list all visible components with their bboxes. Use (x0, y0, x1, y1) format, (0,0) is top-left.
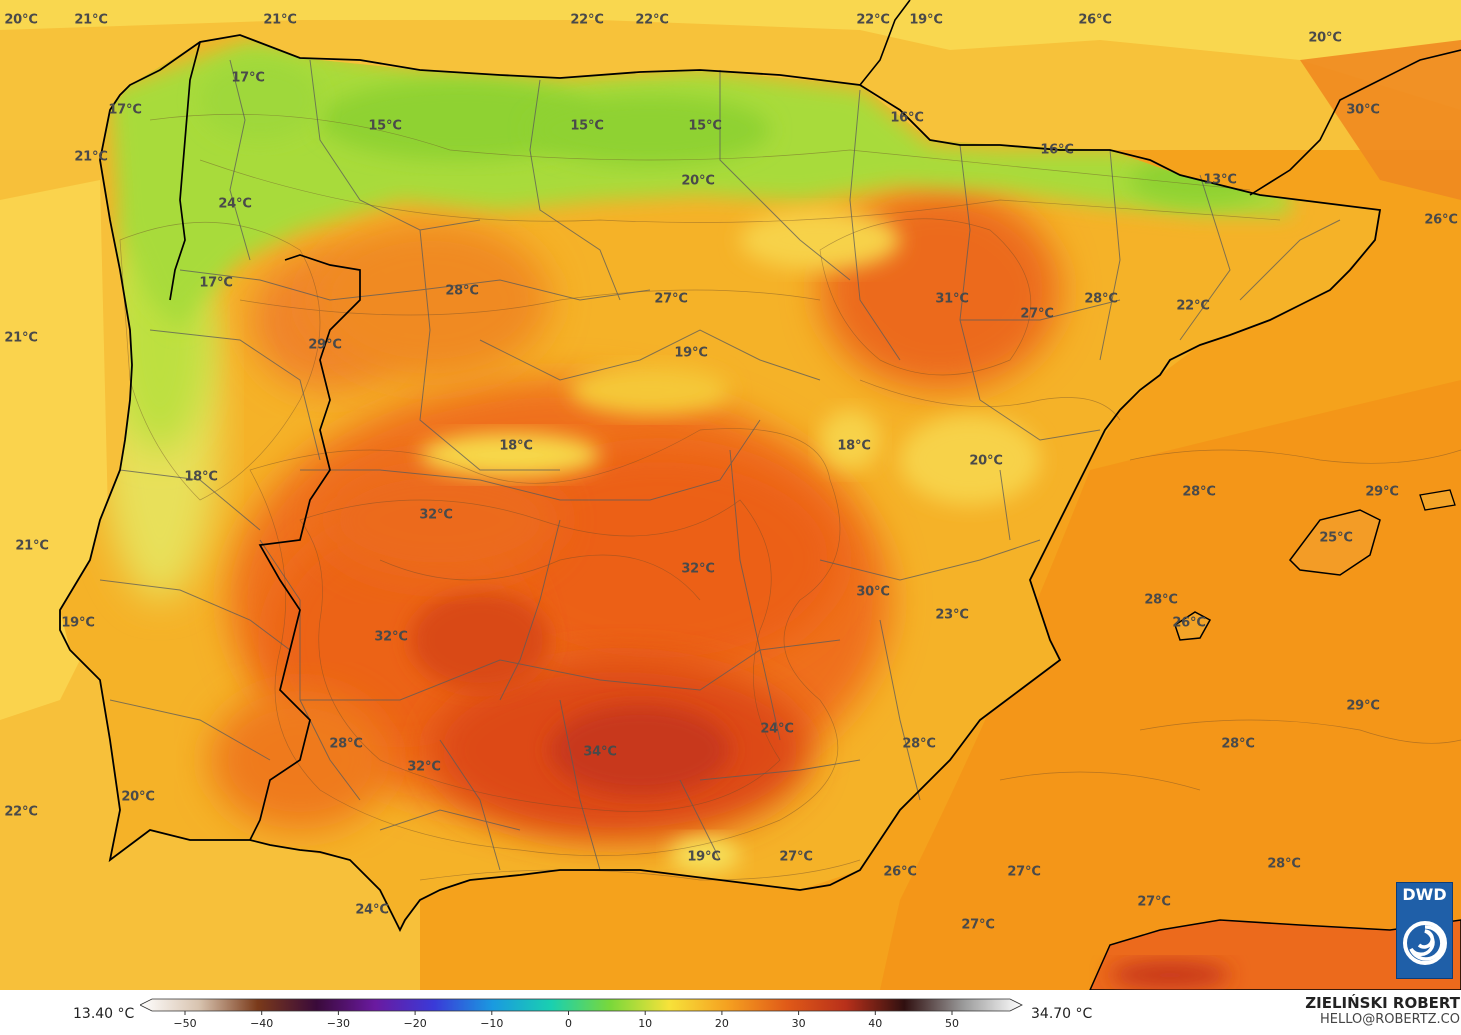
min-temperature-label: 13.40 °C (73, 1006, 135, 1022)
temperature-label: 27°C (1020, 306, 1054, 322)
temperature-label: 28°C (1267, 856, 1301, 872)
temperature-label: 21°C (4, 330, 38, 346)
temperature-label: 15°C (570, 118, 604, 134)
scale-tick-label: 30 (792, 1017, 806, 1030)
temperature-label: 22°C (570, 12, 604, 28)
temperature-label: 19°C (687, 849, 721, 865)
temperature-label: 17°C (231, 70, 265, 86)
temperature-label: 28°C (1084, 291, 1118, 307)
temperature-label: 32°C (374, 629, 408, 645)
temperature-label: 20°C (121, 789, 155, 805)
scale-tick-label: −50 (173, 1017, 196, 1030)
temperature-label: 19°C (674, 345, 708, 361)
temperature-label: 25°C (1319, 530, 1353, 546)
color-scale-bar: −50 −40 −30 −20 −10 0 10 20 30 40 50 (140, 998, 1023, 1030)
temperature-label: 19°C (61, 615, 95, 631)
temperature-label: 16°C (1040, 142, 1074, 158)
temperature-label: 27°C (779, 849, 813, 865)
province-borders (99, 59, 1341, 871)
temperature-label: 20°C (969, 453, 1003, 469)
temperature-label: 27°C (1137, 894, 1171, 910)
temperature-label: 29°C (308, 337, 342, 353)
dwd-logo: DWD (1396, 882, 1453, 979)
scale-tick-label: −10 (480, 1017, 503, 1030)
temperature-label: 28°C (329, 736, 363, 752)
temperature-label: 19°C (909, 12, 943, 28)
temperature-label: 26°C (1424, 212, 1458, 228)
coastline (59, 34, 1382, 933)
swirl-icon (1403, 921, 1447, 965)
temperature-label: 32°C (419, 507, 453, 523)
temperature-label: 26°C (1172, 615, 1206, 631)
temperature-label: 26°C (1078, 12, 1112, 28)
temperature-label: 29°C (1346, 698, 1380, 714)
map-canvas (0, 0, 1461, 990)
temperature-label: 21°C (74, 12, 108, 28)
mallorca-island (1289, 509, 1381, 576)
temperature-label: 18°C (499, 438, 533, 454)
scale-tick-label: 10 (638, 1017, 652, 1030)
temperature-map: 20°C 21°C 21°C 22°C 22°C 22°C 19°C 26°C … (0, 0, 1461, 990)
temperature-label: 22°C (1176, 298, 1210, 314)
author-credit: ZIELIŃSKI ROBERT (1305, 994, 1460, 1012)
scale-tick-label: −40 (250, 1017, 273, 1030)
legend-footer: 13.40 °C −50 −40 −30 −20 −10 0 10 20 30 40 50 34.7… (0, 990, 1461, 1035)
ibiza-island (1174, 611, 1212, 641)
scale-ticks: −50 −40 −30 −20 −10 0 10 20 30 40 50 (173, 1011, 959, 1030)
temperature-label: 17°C (108, 102, 142, 118)
temperature-label: 29°C (1365, 484, 1399, 500)
temperature-label: 20°C (4, 12, 38, 28)
temperature-label: 27°C (1007, 864, 1041, 880)
temperature-label: 34°C (583, 744, 617, 760)
scale-gradient (140, 998, 1023, 1012)
temperature-label: 22°C (4, 804, 38, 820)
temperature-label: 31°C (935, 291, 969, 307)
scale-tick-label: −30 (327, 1017, 350, 1030)
temperature-label: 21°C (15, 538, 49, 554)
temperature-label: 28°C (1221, 736, 1255, 752)
temperature-label: 21°C (74, 149, 108, 165)
temperature-label: 16°C (890, 110, 924, 126)
temperature-label: 22°C (635, 12, 669, 28)
country-borders (169, 41, 361, 841)
scale-tick-label: −20 (403, 1017, 426, 1030)
temperature-label: 32°C (681, 561, 715, 577)
temperature-label: 20°C (1308, 30, 1342, 46)
scale-tick-label: 40 (868, 1017, 882, 1030)
max-temperature-label: 34.70 °C (1031, 1006, 1093, 1022)
temperature-label: 18°C (837, 438, 871, 454)
dwd-logo-text: DWD (1402, 885, 1447, 904)
temperature-label: 24°C (355, 902, 389, 918)
temperature-label: 24°C (218, 196, 252, 212)
temperature-label: 28°C (902, 736, 936, 752)
scale-tick-label: 20 (715, 1017, 729, 1030)
temperature-label: 15°C (688, 118, 722, 134)
temperature-label: 23°C (935, 607, 969, 623)
temperature-label: 21°C (263, 12, 297, 28)
scale-tick-label: 50 (945, 1017, 959, 1030)
temperature-label: 30°C (856, 584, 890, 600)
temperature-label: 28°C (1144, 592, 1178, 608)
temperature-label: 20°C (681, 173, 715, 189)
isotherm-contours (119, 113, 1461, 881)
temperature-label: 27°C (961, 917, 995, 933)
temperature-label: 13°C (1203, 172, 1237, 188)
temperature-label: 17°C (199, 275, 233, 291)
temperature-label: 15°C (368, 118, 402, 134)
temperature-label: 24°C (760, 721, 794, 737)
temperature-label: 26°C (883, 864, 917, 880)
scale-tick-label: 0 (565, 1017, 572, 1030)
temperature-label: 32°C (407, 759, 441, 775)
menorca-island (1419, 489, 1456, 511)
author-email: HELLO@ROBERTZ.CO (1319, 1012, 1460, 1027)
temperature-label: 28°C (445, 283, 479, 299)
temperature-label: 22°C (856, 12, 890, 28)
temperature-label: 28°C (1182, 484, 1216, 500)
temperature-label: 27°C (654, 291, 688, 307)
temperature-label: 30°C (1346, 102, 1380, 118)
temperature-label: 18°C (184, 469, 218, 485)
